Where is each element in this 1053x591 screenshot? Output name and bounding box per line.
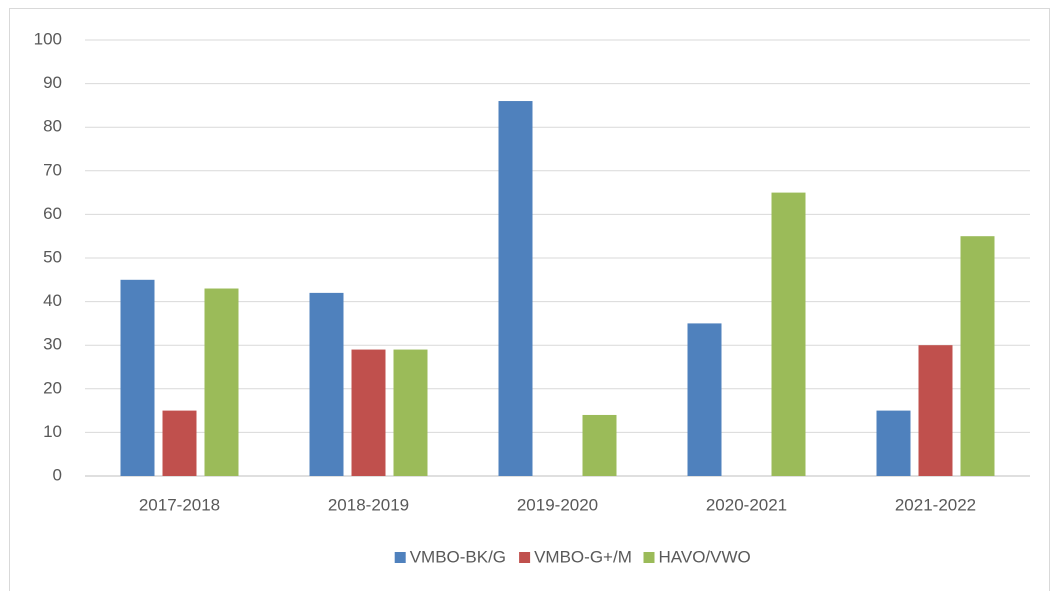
bar [204,288,239,476]
x-tick-label: 2019-2020 [517,495,598,514]
y-tick-label: 60 [43,204,62,223]
y-tick-label: 70 [43,160,62,179]
legend-label: HAVO/VWO [659,547,751,566]
x-tick-label: 2018-2019 [328,495,409,514]
y-tick-label: 0 [53,465,62,484]
y-tick-label: 10 [43,422,62,441]
bar [393,349,428,476]
x-tick-label: 2017-2018 [139,495,220,514]
legend-label: VMBO-G+/M [534,547,632,566]
bar [120,279,155,476]
bar [351,349,386,476]
legend-label: VMBO-BK/G [410,547,506,566]
legend-swatch [519,552,531,563]
y-tick-label: 20 [43,378,62,397]
bar [771,192,806,476]
y-tick-label: 90 [43,73,62,92]
bar [582,414,617,476]
bar [960,236,995,476]
legend-swatch [394,552,406,563]
bar [876,410,911,476]
bar [162,410,197,476]
bar [498,101,533,476]
y-tick-label: 50 [43,247,62,266]
bar [309,292,344,476]
y-tick-label: 100 [34,29,62,48]
bar [687,323,722,476]
x-tick-label: 2020-2021 [706,495,787,514]
bar [918,345,953,476]
legend-swatch [643,552,655,563]
y-tick-label: 40 [43,291,62,310]
y-tick-label: 80 [43,117,62,136]
y-tick-label: 30 [43,335,62,354]
x-tick-label: 2021-2022 [895,495,976,514]
